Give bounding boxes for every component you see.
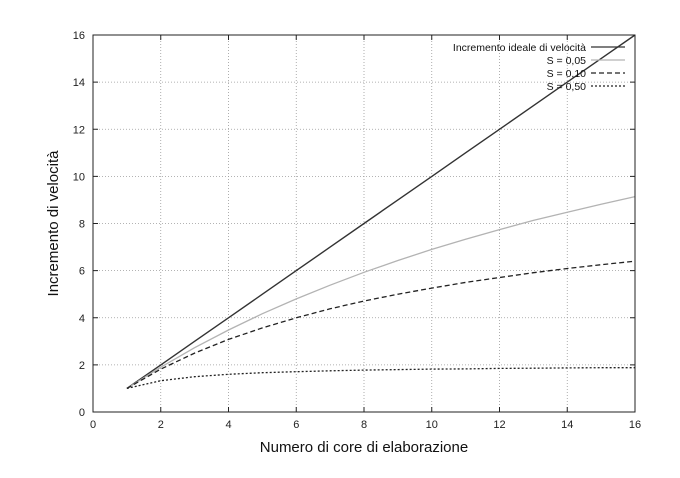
x-tick-label: 16: [629, 419, 641, 431]
legend-label-s-0-05: S = 0,05: [547, 55, 587, 67]
axis-layer: 0 2 4 6 8 10 12 14 16 0 2 4 6 8 10 12 14 16: [73, 30, 641, 431]
y-tick-label: 12: [73, 124, 85, 136]
y-tick-label: 0: [79, 407, 85, 419]
x-tick-label: 0: [90, 419, 96, 431]
series-layer: [126, 34, 636, 390]
series-line-s-0-10: [126, 260, 636, 389]
x-tick-label: 6: [293, 419, 299, 431]
y-tick-label: 2: [79, 360, 85, 372]
x-tick-label: 12: [493, 419, 505, 431]
y-tick-label: 16: [73, 30, 85, 42]
series-line-s-0-50: [126, 367, 635, 390]
series-line-incremento-ideale-di-velocit: [126, 34, 636, 389]
x-tick-label: 2: [158, 419, 164, 431]
x-tick-label: 14: [561, 419, 573, 431]
x-tick-label: 10: [426, 419, 438, 431]
series-line-s-0-05: [126, 195, 636, 389]
y-axis-title: Incremento di velocità: [45, 150, 62, 297]
legend-label-s-0-10: S = 0,10: [547, 68, 587, 80]
y-tick-label: 8: [79, 219, 85, 231]
y-tick-label: 6: [79, 266, 85, 278]
legend-label-s-0-50: S = 0,50: [547, 81, 587, 93]
y-tick-label: 10: [73, 171, 85, 183]
x-axis-title: Numero di core di elaborazione: [260, 439, 468, 456]
y-tick-label: 14: [73, 77, 85, 89]
legend-label-incremento-ideale-di-velocit: Incremento ideale di velocità: [453, 42, 586, 54]
x-tick-label: 4: [225, 419, 231, 431]
y-tick-label: 4: [79, 313, 85, 325]
x-tick-label: 8: [361, 419, 367, 431]
